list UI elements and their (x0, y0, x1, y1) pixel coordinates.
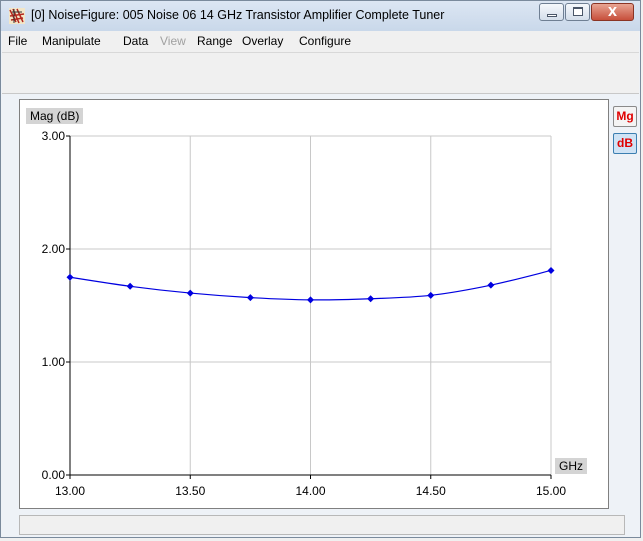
data-point (246, 294, 254, 302)
y-axis-label: Mag (dB) (26, 108, 84, 124)
grid-lines (70, 135, 552, 475)
magnitude-button[interactable]: Mg (613, 106, 637, 127)
data-point (66, 273, 74, 281)
x-tick-label: 13.00 (55, 484, 85, 498)
menu-overlay[interactable]: Overlay (242, 34, 284, 48)
close-icon: X (607, 5, 618, 19)
close-button[interactable]: X (591, 3, 634, 21)
y-tick-label: 0.00 (42, 468, 66, 482)
menu-configure[interactable]: Configure (299, 34, 352, 48)
x-tick-label: 15.00 (536, 484, 566, 498)
minimize-button[interactable] (539, 3, 564, 21)
menu-data[interactable]: Data (123, 34, 149, 48)
data-point (126, 282, 134, 290)
data-points (66, 266, 555, 304)
toolbar (2, 53, 639, 94)
y-tick-label: 2.00 (42, 242, 66, 256)
y-tick-label: 1.00 (42, 355, 66, 369)
x-tick-label: 14.50 (416, 484, 446, 498)
data-point (307, 296, 314, 304)
maximize-button[interactable] (565, 3, 590, 21)
menu-manipulate[interactable]: Manipulate (42, 34, 101, 48)
menu-range[interactable]: Range (197, 34, 233, 48)
window-title: [0] NoiseFigure: 005 Noise 06 14 GHz Tra… (31, 8, 445, 22)
y-tick-labels: 3.00 2.00 1.00 0.00 (42, 129, 66, 482)
window-controls: X (538, 3, 634, 21)
x-tick-label: 14.00 (295, 484, 325, 498)
plot-area[interactable] (19, 99, 609, 509)
x-tick-labels: 13.00 13.50 14.00 14.50 15.00 (55, 484, 566, 498)
db-toggle-button[interactable]: dB (613, 133, 637, 154)
data-point (547, 266, 555, 274)
minimize-icon (547, 14, 557, 17)
data-point (427, 291, 435, 299)
menu-view[interactable]: View (160, 34, 186, 48)
y-tick-label: 3.00 (42, 129, 66, 143)
axes (66, 135, 552, 479)
menu-bar: File Manipulate Data View Range Overlay … (2, 31, 639, 53)
menu-file[interactable]: File (8, 34, 28, 48)
status-bar (19, 515, 625, 535)
app-icon (9, 8, 25, 24)
x-axis-label: GHz (555, 458, 587, 474)
data-point (487, 281, 495, 289)
title-bar[interactable]: [0] NoiseFigure: 005 Noise 06 14 GHz Tra… (1, 1, 640, 31)
x-tick-label: 13.50 (175, 484, 205, 498)
data-point (186, 289, 194, 297)
data-point (367, 295, 375, 303)
maximize-icon (573, 7, 583, 16)
